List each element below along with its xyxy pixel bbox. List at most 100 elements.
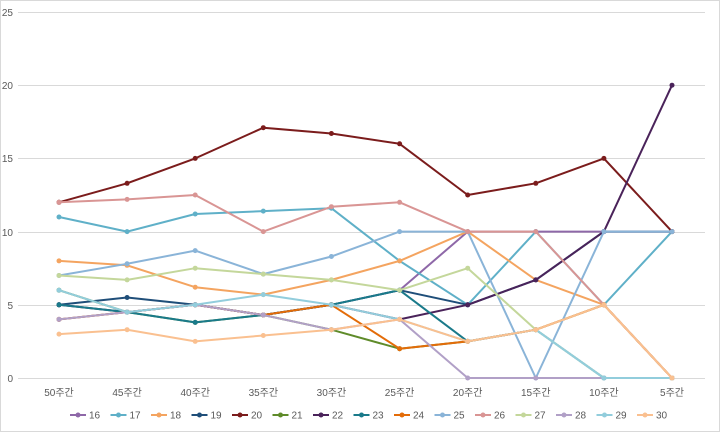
legend-marker xyxy=(521,412,526,418)
x-tick-label: 50주간 xyxy=(44,387,74,399)
data-point xyxy=(56,199,62,205)
data-point xyxy=(465,192,471,198)
data-point xyxy=(601,375,607,381)
legend-label: 27 xyxy=(535,411,547,422)
legend-label: 30 xyxy=(656,411,668,422)
legend-item: 23 xyxy=(353,411,385,422)
data-point xyxy=(533,327,539,333)
legend-marker xyxy=(480,412,486,418)
data-point xyxy=(397,199,403,205)
legend-label: 16 xyxy=(89,411,101,422)
data-point xyxy=(397,316,403,322)
data-point xyxy=(533,375,539,381)
legend-item: 16 xyxy=(70,411,101,422)
data-point xyxy=(56,214,62,220)
legend-marker xyxy=(440,412,445,418)
legend-item: 20 xyxy=(232,411,263,422)
series-lines xyxy=(56,82,675,381)
data-point xyxy=(533,229,539,235)
legend-marker xyxy=(359,412,364,418)
data-point xyxy=(260,229,266,235)
legend-item: 21 xyxy=(272,411,304,422)
legend-marker xyxy=(642,412,648,418)
data-point xyxy=(124,277,130,283)
y-tick-label: 0 xyxy=(7,374,13,385)
legend-label: 19 xyxy=(211,411,223,422)
legend-item: 26 xyxy=(475,411,506,422)
legend-label: 25 xyxy=(454,411,466,422)
data-point xyxy=(397,346,403,352)
legend-item: 17 xyxy=(110,411,142,422)
data-point xyxy=(56,287,62,293)
data-point xyxy=(56,331,62,337)
legend-marker xyxy=(197,412,202,418)
data-point xyxy=(328,277,334,283)
x-tick-label: 35주간 xyxy=(249,387,279,399)
data-point xyxy=(56,316,62,322)
legend-label: 17 xyxy=(130,411,142,422)
data-point xyxy=(192,155,198,161)
legend-label: 23 xyxy=(373,411,385,422)
y-axis-ticks: 0 5 10 15 20 25 xyxy=(2,8,14,385)
legend-item: 28 xyxy=(556,411,587,422)
data-point xyxy=(124,309,130,315)
legend-label: 28 xyxy=(575,411,587,422)
data-point xyxy=(465,338,471,344)
data-point xyxy=(397,287,403,293)
x-tick-label: 15주간 xyxy=(521,387,551,399)
data-point xyxy=(124,261,130,267)
data-point xyxy=(260,292,266,298)
data-point xyxy=(328,327,334,333)
data-point xyxy=(465,375,471,381)
data-point xyxy=(328,254,334,259)
data-point xyxy=(124,196,130,202)
data-point xyxy=(124,295,130,300)
legend-item: 27 xyxy=(515,411,547,422)
data-point xyxy=(397,141,403,147)
y-tick-label: 15 xyxy=(2,154,14,165)
data-point xyxy=(260,271,266,277)
data-point xyxy=(192,319,198,325)
legend-marker xyxy=(602,412,607,418)
data-point xyxy=(533,277,539,283)
series-line xyxy=(58,303,673,379)
legend-label: 21 xyxy=(292,411,304,422)
data-point xyxy=(192,284,198,290)
x-tick-label: 25주간 xyxy=(385,387,415,399)
legend-marker xyxy=(237,412,243,418)
data-point xyxy=(601,229,607,235)
data-point xyxy=(328,131,334,136)
x-tick-label: 20주간 xyxy=(453,387,483,399)
legend-label: 24 xyxy=(413,411,425,422)
y-tick-label: 10 xyxy=(2,228,14,239)
legend-label: 26 xyxy=(494,411,506,422)
data-point xyxy=(669,82,675,88)
data-point xyxy=(465,302,471,308)
data-point xyxy=(56,258,62,264)
x-tick-label: 5주간 xyxy=(660,387,684,399)
legend: 16 17 18 19 20 21 22 23 24 25 26 27 28 29 30 xyxy=(70,411,668,422)
data-point xyxy=(260,312,266,318)
series-line xyxy=(58,230,673,379)
y-tick-label: 5 xyxy=(7,301,13,312)
legend-label: 29 xyxy=(616,411,628,422)
data-point xyxy=(328,302,334,308)
data-point xyxy=(124,180,130,186)
legend-item: 29 xyxy=(596,411,628,422)
legend-marker xyxy=(278,412,283,418)
data-point xyxy=(260,208,266,214)
x-tick-label: 10주간 xyxy=(589,387,619,399)
legend-item: 19 xyxy=(191,411,223,422)
data-point xyxy=(601,302,607,308)
data-point xyxy=(124,229,130,235)
data-point xyxy=(328,204,334,210)
series-20 xyxy=(56,125,675,235)
y-tick-label: 25 xyxy=(2,8,14,19)
legend-marker xyxy=(399,412,405,418)
legend-marker xyxy=(156,412,162,418)
x-tick-label: 40주간 xyxy=(180,387,210,399)
data-point xyxy=(260,333,266,338)
data-point xyxy=(192,302,198,308)
legend-item: 24 xyxy=(394,411,425,422)
